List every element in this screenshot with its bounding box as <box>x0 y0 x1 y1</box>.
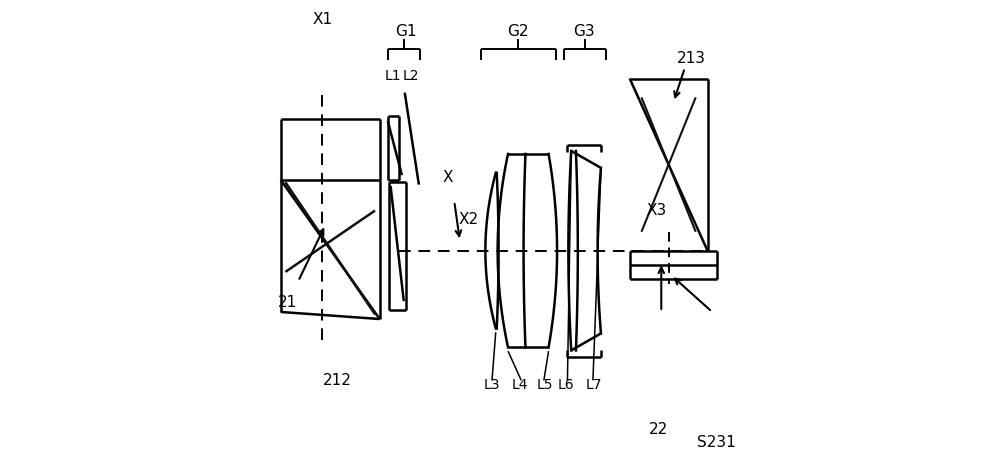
Text: L1: L1 <box>384 69 401 83</box>
Text: 213: 213 <box>677 51 706 66</box>
Text: 212: 212 <box>323 373 352 388</box>
Text: L3: L3 <box>484 378 500 392</box>
Text: G1: G1 <box>395 24 416 39</box>
Text: L7: L7 <box>585 378 602 392</box>
Text: G2: G2 <box>507 24 529 39</box>
Text: X: X <box>443 170 453 185</box>
Text: 22: 22 <box>649 422 668 438</box>
Text: 21: 21 <box>278 295 297 310</box>
Text: L6: L6 <box>558 378 574 392</box>
Text: G3: G3 <box>573 24 595 39</box>
Text: L4: L4 <box>512 378 529 392</box>
Text: L2: L2 <box>402 69 419 83</box>
Text: X1: X1 <box>312 12 332 27</box>
Text: X3: X3 <box>646 203 667 218</box>
Text: L5: L5 <box>537 378 553 392</box>
Text: X2: X2 <box>458 212 479 228</box>
Text: S231: S231 <box>697 435 735 450</box>
